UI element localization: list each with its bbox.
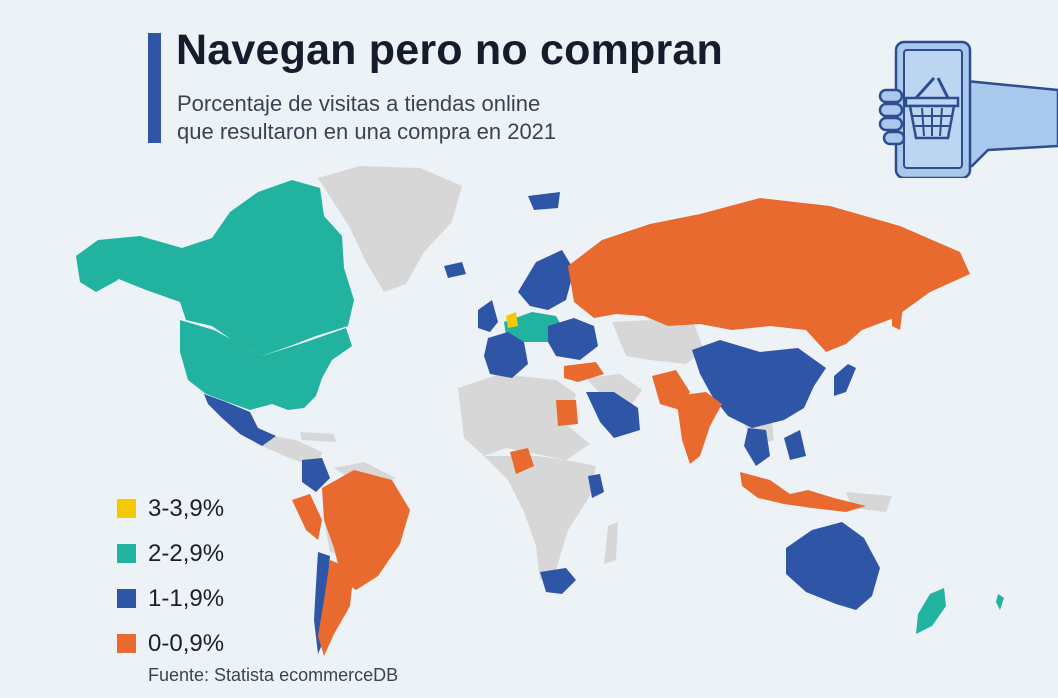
map-nigeria [510,448,534,474]
map-new-zealand [916,588,946,634]
map-korea-japan [834,364,856,396]
legend-swatch-teal [117,544,136,563]
legend-label: 1-1,9% [148,584,225,612]
map-kenya [588,474,604,498]
map-chile [314,552,330,654]
legend-label: 3-3,9% [148,494,225,522]
map-china [692,340,826,428]
map-taiwan-philippines [784,430,806,460]
map-scandinavia [518,250,574,310]
map-eastern-europe [548,318,598,360]
map-netherlands [506,312,518,328]
map-chile-islands [996,594,1004,610]
map-india [676,392,722,464]
map-australia [786,522,880,610]
legend-item-0: 0-0,9% [117,621,224,666]
phone-shopping-basket-icon [878,40,1058,178]
map-kamchatka [892,300,904,330]
map-central-asia [612,318,704,364]
map-western-europe [484,332,528,378]
map-greenland [318,166,462,292]
subtitle-line-2: que resultaron en una compra en 2021 [177,119,557,144]
legend-swatch-orange [117,634,136,653]
map-vietnam-thailand [744,428,770,466]
map-south-africa [540,568,576,594]
map-indonesia [740,472,866,512]
map-argentina [318,560,354,656]
map-egypt [556,400,578,426]
map-usa [180,320,352,410]
map-turkey [564,362,604,382]
map-mexico [204,394,276,446]
legend-item-3: 3-3,9% [117,486,224,531]
subtitle-line-1: Porcentaje de visitas a tiendas online [177,91,541,116]
legend-swatch-yellow [117,499,136,518]
legend-swatch-blue [117,589,136,608]
map-canada [76,180,354,356]
legend-item-1: 1-1,9% [117,576,224,621]
map-colombia [302,458,330,492]
map-west-central-africa [484,456,596,580]
map-caribbean [300,432,336,442]
legend-label: 0-0,9% [148,629,225,657]
map-madagascar [604,522,618,564]
map-peru [292,494,322,540]
map-iceland [444,262,466,278]
map-svalbard [528,192,560,210]
map-alaska [76,242,120,292]
title-accent-bar [148,33,161,143]
map-north-africa [458,374,590,460]
legend-label: 2-2,9% [148,539,225,567]
source-note: Fuente: Statista ecommerceDB [148,665,399,685]
page-subtitle: Porcentaje de visitas a tiendas online q… [177,90,556,146]
map-russia [568,198,970,352]
map-saudi-arabia [586,392,640,438]
map-legend: 3-3,9% 2-2,9% 1-1,9% 0-0,9% [117,486,224,666]
map-mideast [586,374,642,404]
page-title: Navegan pero no compran [176,26,723,74]
map-uk-ireland [478,300,498,332]
legend-item-2: 2-2,9% [117,531,224,576]
map-brazil [322,470,410,590]
